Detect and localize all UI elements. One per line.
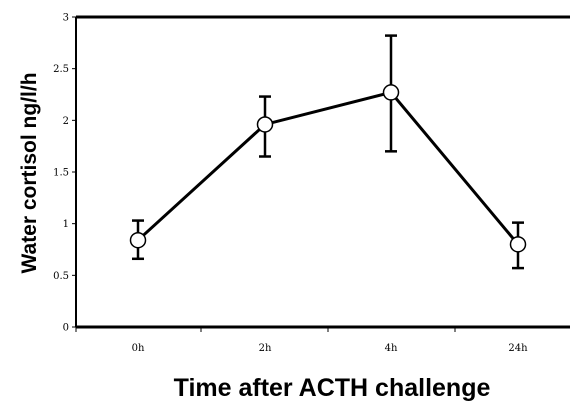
y-tick-label: 3 [63,13,69,24]
data-point [509,236,527,253]
y-tick-label: 2 [63,116,69,127]
x-ticks: 0h 2h 4h 24h [75,327,528,354]
y-tick-label: 1 [63,219,69,230]
error-bars [132,34,524,270]
y-tick-label: 1.5 [53,168,69,179]
data-point [256,116,274,133]
y-tick-label: 0 [63,323,69,334]
y-tick-label: 0.5 [53,271,69,282]
series [129,84,527,253]
x-tick-label: 4h [385,343,398,354]
y-axis-title: Water cortisol ng/l/h [18,72,41,273]
x-axis-title: Time after ACTH challenge [174,374,491,402]
x-tick-label: 24h [508,343,528,354]
data-point [129,231,147,249]
y-tick-label: 2.5 [53,64,69,75]
x-tick-label: 2h [259,343,272,354]
axes [75,15,570,329]
x-tick-label: 0h [132,343,145,354]
data-point [382,84,400,101]
series-line [136,90,520,246]
y-ticks: 0 0.5 1 1.5 2 2.5 3 [53,13,76,334]
